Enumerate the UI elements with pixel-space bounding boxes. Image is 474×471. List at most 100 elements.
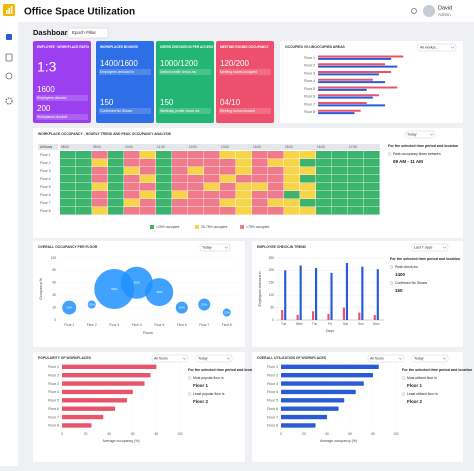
x-tick-label: 20 bbox=[84, 432, 88, 436]
heat-cell bbox=[236, 183, 252, 191]
x-tick-label: 40 bbox=[107, 432, 111, 436]
filter-dropdown[interactable] bbox=[195, 354, 233, 363]
column-label: 09:00 bbox=[93, 145, 101, 149]
y-tick-label: Floor 4 bbox=[267, 390, 278, 394]
heat-cell bbox=[92, 159, 108, 167]
heat-cell bbox=[348, 151, 364, 159]
heat-cell bbox=[316, 167, 332, 175]
kpi-label-bg bbox=[159, 108, 211, 114]
kpi-label-bg bbox=[219, 69, 271, 75]
heat-cell bbox=[108, 191, 124, 199]
y-tick-label: Floor 8 bbox=[48, 424, 59, 428]
heat-cell bbox=[348, 175, 364, 183]
kpi-label: Employees checked in bbox=[100, 70, 134, 74]
filter-dropdown[interactable] bbox=[417, 43, 457, 52]
nav-icon[interactable] bbox=[5, 72, 13, 80]
kpi-title: MEETING ROOMS OCCUPANCY bbox=[220, 45, 270, 49]
heat-cell bbox=[60, 191, 76, 199]
y-tick-label: Floor 3 bbox=[48, 382, 59, 386]
heat-cell bbox=[300, 183, 316, 191]
x-tick-label: 20 bbox=[302, 432, 306, 436]
row-label: Floor 6 bbox=[40, 193, 51, 197]
filter-dropdown[interactable] bbox=[367, 354, 405, 363]
y-tick-label: Floor 6 bbox=[48, 407, 59, 411]
heat-cell bbox=[268, 207, 284, 215]
heat-cell bbox=[236, 207, 252, 215]
filter-dropdown[interactable] bbox=[67, 27, 109, 39]
heat-cell bbox=[364, 207, 380, 215]
nav-icon[interactable] bbox=[6, 34, 12, 40]
heat-cell bbox=[124, 175, 140, 183]
axis-title: Occupancy % bbox=[39, 278, 43, 300]
y-tick-label: 0 bbox=[272, 318, 274, 322]
filter-text: Today bbox=[407, 133, 417, 137]
bar bbox=[296, 315, 299, 320]
bar bbox=[376, 269, 379, 320]
bar bbox=[318, 63, 386, 66]
heat-cell bbox=[92, 151, 108, 159]
heat-cell bbox=[284, 167, 300, 175]
heat-cell bbox=[108, 167, 124, 175]
heat-cell bbox=[204, 199, 220, 207]
bubble bbox=[145, 278, 174, 307]
kpi-value: 1000/1200 bbox=[160, 59, 198, 68]
nav-icon[interactable] bbox=[5, 53, 13, 62]
heat-cell bbox=[172, 167, 188, 175]
heat-cell bbox=[268, 167, 284, 175]
note-text: Peak check-ins bbox=[395, 265, 418, 269]
heat-cell bbox=[284, 159, 300, 167]
heat-cell bbox=[140, 183, 156, 191]
bar bbox=[318, 65, 398, 68]
heat-cell bbox=[204, 207, 220, 215]
x-tick-label: 60 bbox=[131, 432, 135, 436]
column-label: 15:00 bbox=[285, 145, 293, 149]
x-tick-label: 100 bbox=[177, 432, 183, 436]
data-label: 60% bbox=[134, 281, 140, 285]
heat-cell bbox=[220, 191, 236, 199]
heat-cell bbox=[204, 167, 220, 175]
filter-dropdown[interactable] bbox=[411, 243, 449, 252]
y-tick-label: 250 bbox=[269, 256, 275, 260]
filter-dropdown[interactable] bbox=[199, 243, 231, 252]
legend-swatch bbox=[240, 225, 244, 229]
heat-cell bbox=[124, 191, 140, 199]
data-label: 25% bbox=[89, 302, 95, 306]
axis-title: Average occupancy (%) bbox=[102, 439, 139, 443]
note-text: For the selected time period and locatio… bbox=[388, 144, 458, 148]
kpi-value: 1400/1600 bbox=[100, 59, 138, 68]
kpi-label: Weekday profile check ins bbox=[160, 109, 200, 113]
kpi-label-bg bbox=[99, 108, 151, 114]
heat-cell bbox=[316, 159, 332, 167]
nav-icon[interactable] bbox=[5, 97, 13, 105]
heat-cell bbox=[172, 159, 188, 167]
axis-title: Average occupancy (%) bbox=[320, 439, 357, 443]
app-title: Office Space Utilization bbox=[24, 7, 135, 18]
kpi-card bbox=[156, 41, 214, 123]
x-tick-label: 80 bbox=[371, 432, 375, 436]
filter-dropdown[interactable] bbox=[411, 354, 449, 363]
kpi-value: 1:3 bbox=[37, 59, 57, 75]
notification-icon[interactable] bbox=[411, 8, 417, 14]
heat-cell bbox=[300, 207, 316, 215]
heat-cell bbox=[364, 159, 380, 167]
heat-cell bbox=[204, 191, 220, 199]
bar bbox=[281, 373, 373, 378]
bar bbox=[327, 313, 330, 320]
y-tick-label: Floor 8 bbox=[267, 424, 278, 428]
bubble bbox=[198, 298, 211, 311]
filter-dropdown[interactable] bbox=[151, 354, 189, 363]
heat-cell bbox=[108, 207, 124, 215]
row-label: Floor 8 bbox=[40, 209, 51, 213]
y-tick-label: 80 bbox=[52, 268, 56, 272]
heat-cell bbox=[252, 159, 268, 167]
filter-dropdown[interactable] bbox=[404, 130, 436, 139]
heat-cell bbox=[236, 159, 252, 167]
heat-cell bbox=[348, 167, 364, 175]
avatar[interactable] bbox=[423, 5, 435, 17]
column-label: 17:00 bbox=[349, 145, 357, 149]
heat-cell bbox=[284, 175, 300, 183]
note-text: For the selected time period and locatio… bbox=[402, 368, 472, 372]
logo-bar bbox=[8, 8, 10, 14]
bar bbox=[318, 57, 392, 60]
bar bbox=[318, 88, 367, 91]
